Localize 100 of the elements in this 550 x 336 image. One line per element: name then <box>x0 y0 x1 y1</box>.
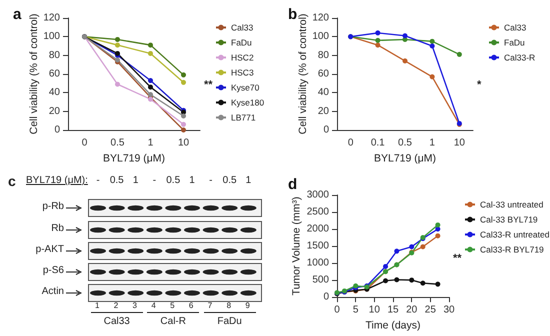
point <box>148 50 153 56</box>
text: 1 2 3 <box>95 301 137 310</box>
point <box>435 222 440 228</box>
y-tick-label: 80 <box>318 50 330 61</box>
text: BYL719 (μM): <box>26 175 88 186</box>
y-tick-label: 1500 <box>306 240 330 252</box>
point <box>420 280 426 286</box>
legend-label: HSC3 <box>231 68 254 78</box>
text: Cal-R <box>159 316 187 327</box>
point <box>435 282 440 287</box>
y-tick-label: 0 <box>323 124 330 136</box>
point <box>115 36 120 42</box>
text: Rb <box>50 223 64 234</box>
x-axis-title: Time (days) <box>365 320 421 332</box>
y-tick-label: 100 <box>312 31 330 42</box>
legend-label: Cal-33 untreated <box>480 200 544 210</box>
text: Actin <box>40 286 64 297</box>
text: - <box>152 175 158 186</box>
x-axis-title: BYL719 (μM) <box>102 152 166 164</box>
y-tick-label: 0 <box>54 124 60 136</box>
y-tick-label: 2000 <box>306 224 330 235</box>
text: ** <box>453 252 462 264</box>
text: - <box>95 175 101 186</box>
x-tick-label: 15 <box>387 304 399 316</box>
x-tick-label: 0.1 <box>370 138 386 148</box>
y-tick-label: 100 <box>43 31 60 42</box>
point <box>148 92 153 98</box>
legend-label: HSC2 <box>231 52 254 62</box>
x-tick-label: 0 <box>334 304 340 316</box>
text: ** <box>204 79 214 92</box>
x-tick-label: 10 <box>368 304 380 316</box>
y-tick-label: 0 <box>323 292 330 303</box>
point <box>409 244 414 250</box>
x-tick-label: 25 <box>424 304 436 316</box>
x-tick-label: 5 <box>352 304 359 316</box>
x-tick-label: 1 <box>148 138 154 148</box>
point <box>181 80 186 85</box>
point <box>456 52 462 57</box>
y-tick-label: 40 <box>48 87 60 98</box>
y-tick-label: 120 <box>312 12 330 24</box>
legend-label: FaDu <box>231 38 252 48</box>
x-tick-label: 1 <box>429 138 436 148</box>
chart-title: d <box>288 176 298 193</box>
point <box>181 122 186 127</box>
y-axis-title: Cell viability (% of control) <box>28 14 40 134</box>
y-tick-label: 20 <box>48 106 60 117</box>
text: * <box>477 79 482 92</box>
y-tick-label: 20 <box>318 106 330 117</box>
legend-label: Cal33-R <box>504 52 536 62</box>
y-tick-label: 3000 <box>306 190 330 200</box>
y-tick-label: 60 <box>48 68 60 80</box>
text: 0.5 <box>222 175 238 186</box>
point <box>383 264 388 269</box>
point <box>148 42 153 48</box>
x-tick-label: 0 <box>348 138 354 148</box>
text: 0.5 <box>165 175 182 186</box>
text: 1 <box>244 175 252 186</box>
text: - <box>208 175 214 186</box>
point <box>402 33 408 38</box>
point <box>435 226 440 232</box>
text: 1 <box>132 175 140 186</box>
x-tick-label: 10 <box>178 138 190 148</box>
x-axis-title: BYL719 (μM) <box>374 152 436 164</box>
legend-label: Cal33-R untreated <box>480 230 550 240</box>
point <box>435 233 440 238</box>
y-tick-label: 500 <box>312 274 330 286</box>
point <box>375 42 380 48</box>
legend-label: Cal33 <box>231 22 254 32</box>
legend-label: Cal-33 BYL719 <box>480 214 538 224</box>
point <box>430 44 435 48</box>
point <box>181 128 186 132</box>
point <box>375 30 380 36</box>
text: 7 8 9 <box>208 301 250 310</box>
y-tick-label: 40 <box>318 87 330 98</box>
x-tick-label: 0.5 <box>110 138 125 148</box>
legend-label: Cal33 <box>504 22 526 32</box>
legend-label: Kyse180 <box>231 98 264 108</box>
y-tick-label: 1000 <box>306 258 330 269</box>
text: p-AKT <box>34 244 64 255</box>
point <box>181 114 186 118</box>
y-tick-label: 120 <box>43 12 60 24</box>
text: c <box>8 173 16 189</box>
y-tick-label: 2500 <box>306 206 330 218</box>
x-tick-label: 20 <box>406 304 418 316</box>
chart-title: a <box>13 6 22 23</box>
x-tick-label: 30 <box>443 304 455 316</box>
point <box>181 72 186 78</box>
y-tick-label: 60 <box>318 68 330 80</box>
legend-label: Kyse70 <box>231 82 260 92</box>
text: p-Rb <box>41 201 64 212</box>
point <box>394 248 400 254</box>
y-tick-label: 80 <box>48 50 60 61</box>
legend-label: LB771 <box>231 112 256 122</box>
text: 1 <box>188 175 196 186</box>
point <box>148 84 153 90</box>
point <box>430 38 435 44</box>
point <box>430 74 435 80</box>
point <box>409 278 414 283</box>
chart-title: b <box>288 6 298 23</box>
point <box>115 82 120 87</box>
